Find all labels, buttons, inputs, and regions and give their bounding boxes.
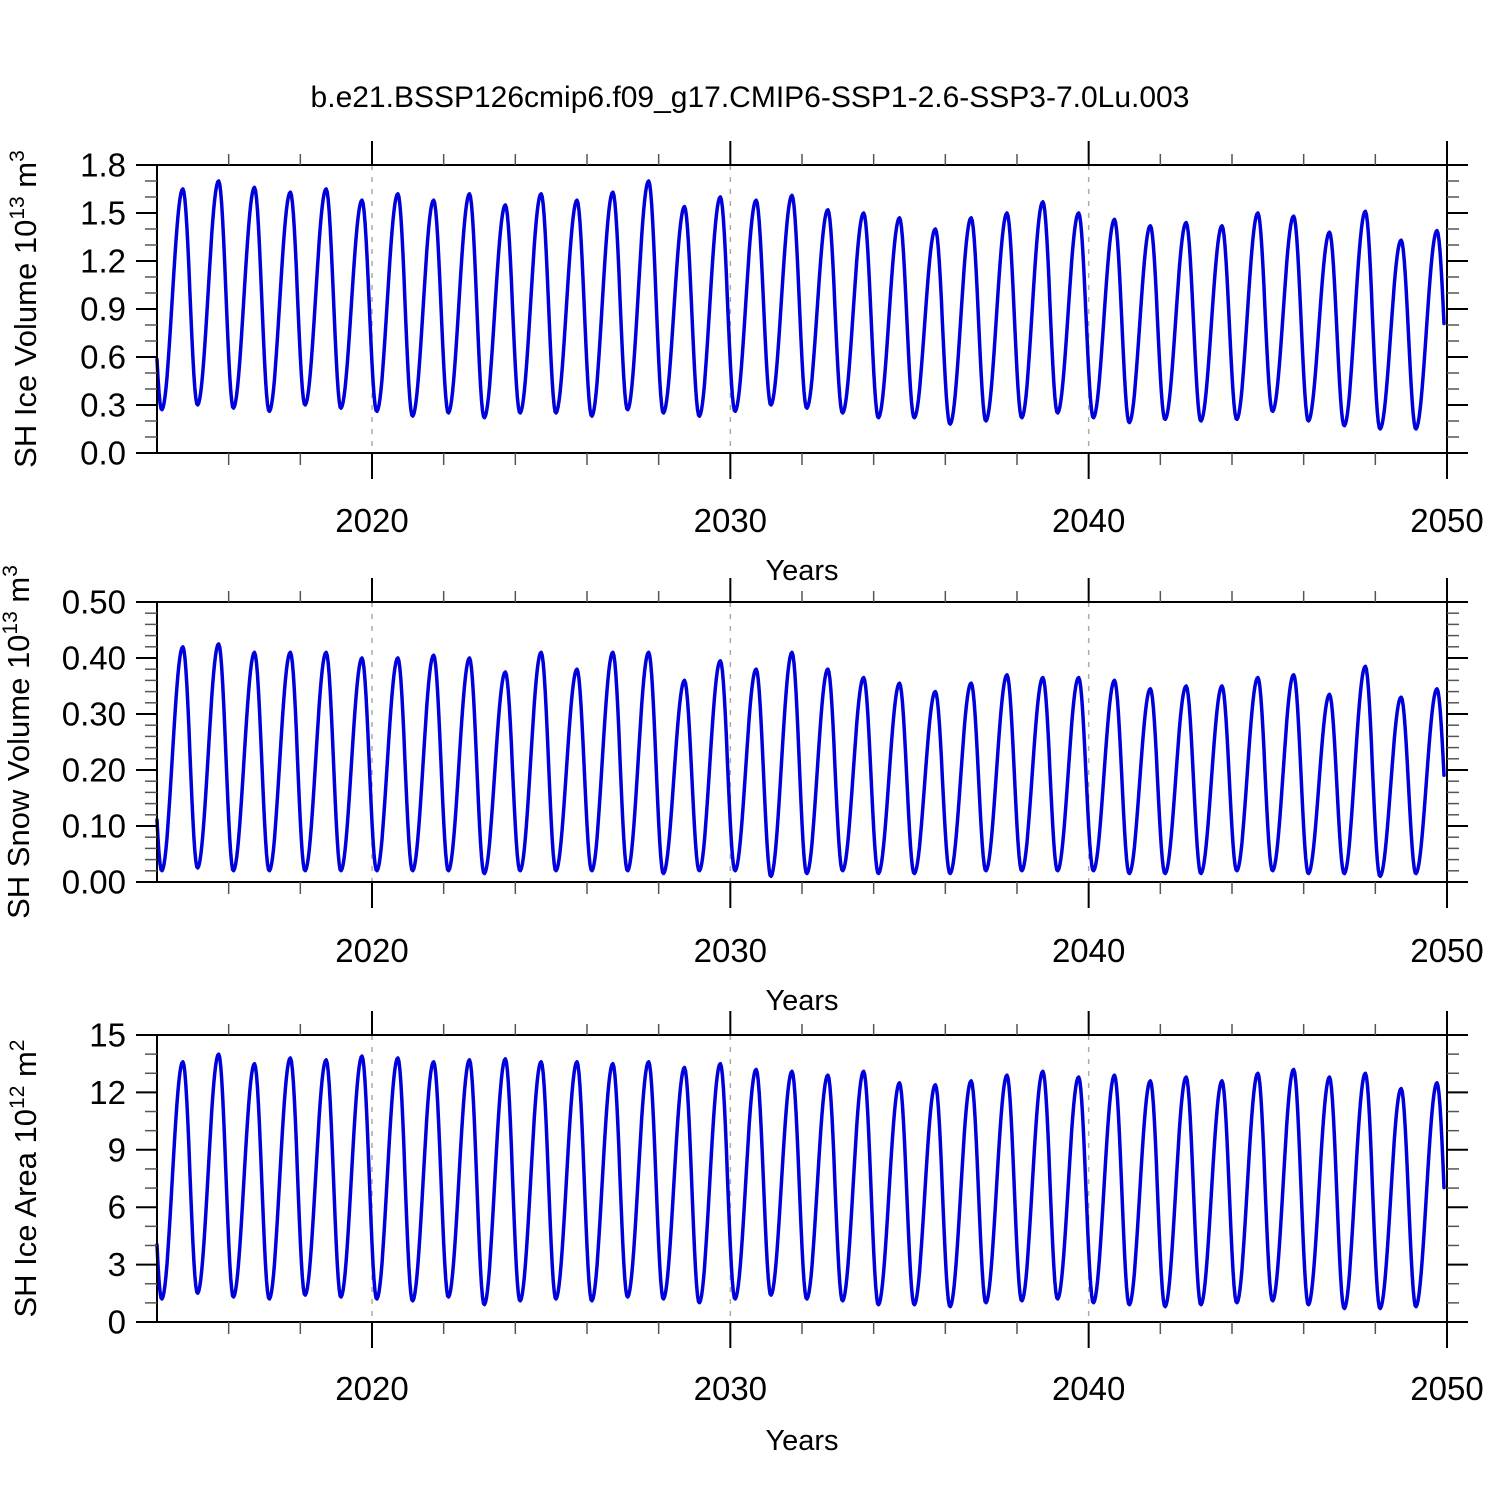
y-axis-title-sh-ice-volume: SH Ice Volume 1013 m3 xyxy=(6,150,43,468)
sh-ice-volume-series-line xyxy=(155,179,1446,431)
y-tick-label: 0 xyxy=(108,1304,126,1341)
panel-sh-ice-volume: 2020 2030 2040 2050 Years 0.0 0.3 0.6 0.9 1.2 1.5 1… xyxy=(6,141,1484,587)
y-tick-label: 0.00 xyxy=(62,864,126,901)
x-tick-label: 2050 xyxy=(1410,502,1483,539)
y-tick-label: 0.50 xyxy=(62,584,126,621)
x-tick-label: 2030 xyxy=(694,932,767,969)
x-tick-label: 2020 xyxy=(335,932,408,969)
sh-ice-area-series-line xyxy=(155,1052,1446,1311)
x-tick-label: 2030 xyxy=(694,502,767,539)
y-tick-label: 0.9 xyxy=(80,291,126,328)
x-tick-label: 2020 xyxy=(335,502,408,539)
x-tick-label: 2040 xyxy=(1052,1370,1125,1407)
y-tick-label: 0.3 xyxy=(80,387,126,424)
y-tick-label: 9 xyxy=(108,1131,126,1168)
y-tick-label: 3 xyxy=(108,1246,126,1283)
y-tick-label: 1.5 xyxy=(80,195,126,232)
x-tick-label: 2020 xyxy=(335,1370,408,1407)
x-tick-label: 2040 xyxy=(1052,932,1125,969)
x-tick-label: 2040 xyxy=(1052,502,1125,539)
chart-title: b.e21.BSSP126cmip6.f09_g17.CMIP6-SSP1-2.… xyxy=(310,81,1190,114)
y-axis-title-sh-ice-area: SH Ice Area 1012 m2 xyxy=(6,1040,43,1318)
y-tick-label: 15 xyxy=(89,1017,126,1054)
y-tick-label: 12 xyxy=(89,1074,126,1111)
y-tick-label: 0.20 xyxy=(62,752,126,789)
sh-snow-volume-series-line xyxy=(155,642,1446,879)
x-axis-title: Years xyxy=(765,1425,838,1457)
y-tick-label: 1.2 xyxy=(80,243,126,280)
x-tick-label: 2050 xyxy=(1410,932,1483,969)
y-tick-label: 1.8 xyxy=(80,147,126,184)
y-tick-label: 6 xyxy=(108,1189,126,1226)
y-tick-label: 0.40 xyxy=(62,640,126,677)
y-tick-label: 0.10 xyxy=(62,808,126,845)
x-tick-label: 2050 xyxy=(1410,1370,1483,1407)
panel-sh-ice-area: 2020 2030 2040 2050 Years 0 3 6 9 12 15 SH Ice Area… xyxy=(6,1011,1484,1457)
y-tick-label: 0.6 xyxy=(80,339,126,376)
x-axis-title: Years xyxy=(765,985,838,1017)
y-tick-label: 0.30 xyxy=(62,696,126,733)
y-axis-title-sh-snow-volume: SH Snow Volume 1013 m3 xyxy=(0,565,36,919)
x-axis-title: Years xyxy=(765,555,838,587)
x-tick-label: 2030 xyxy=(694,1370,767,1407)
y-tick-label: 0.0 xyxy=(80,435,126,472)
panel-sh-snow-volume: 2020 2030 2040 2050 Years 0.00 0.10 0.20 0.30 0.4… xyxy=(0,565,1484,1017)
